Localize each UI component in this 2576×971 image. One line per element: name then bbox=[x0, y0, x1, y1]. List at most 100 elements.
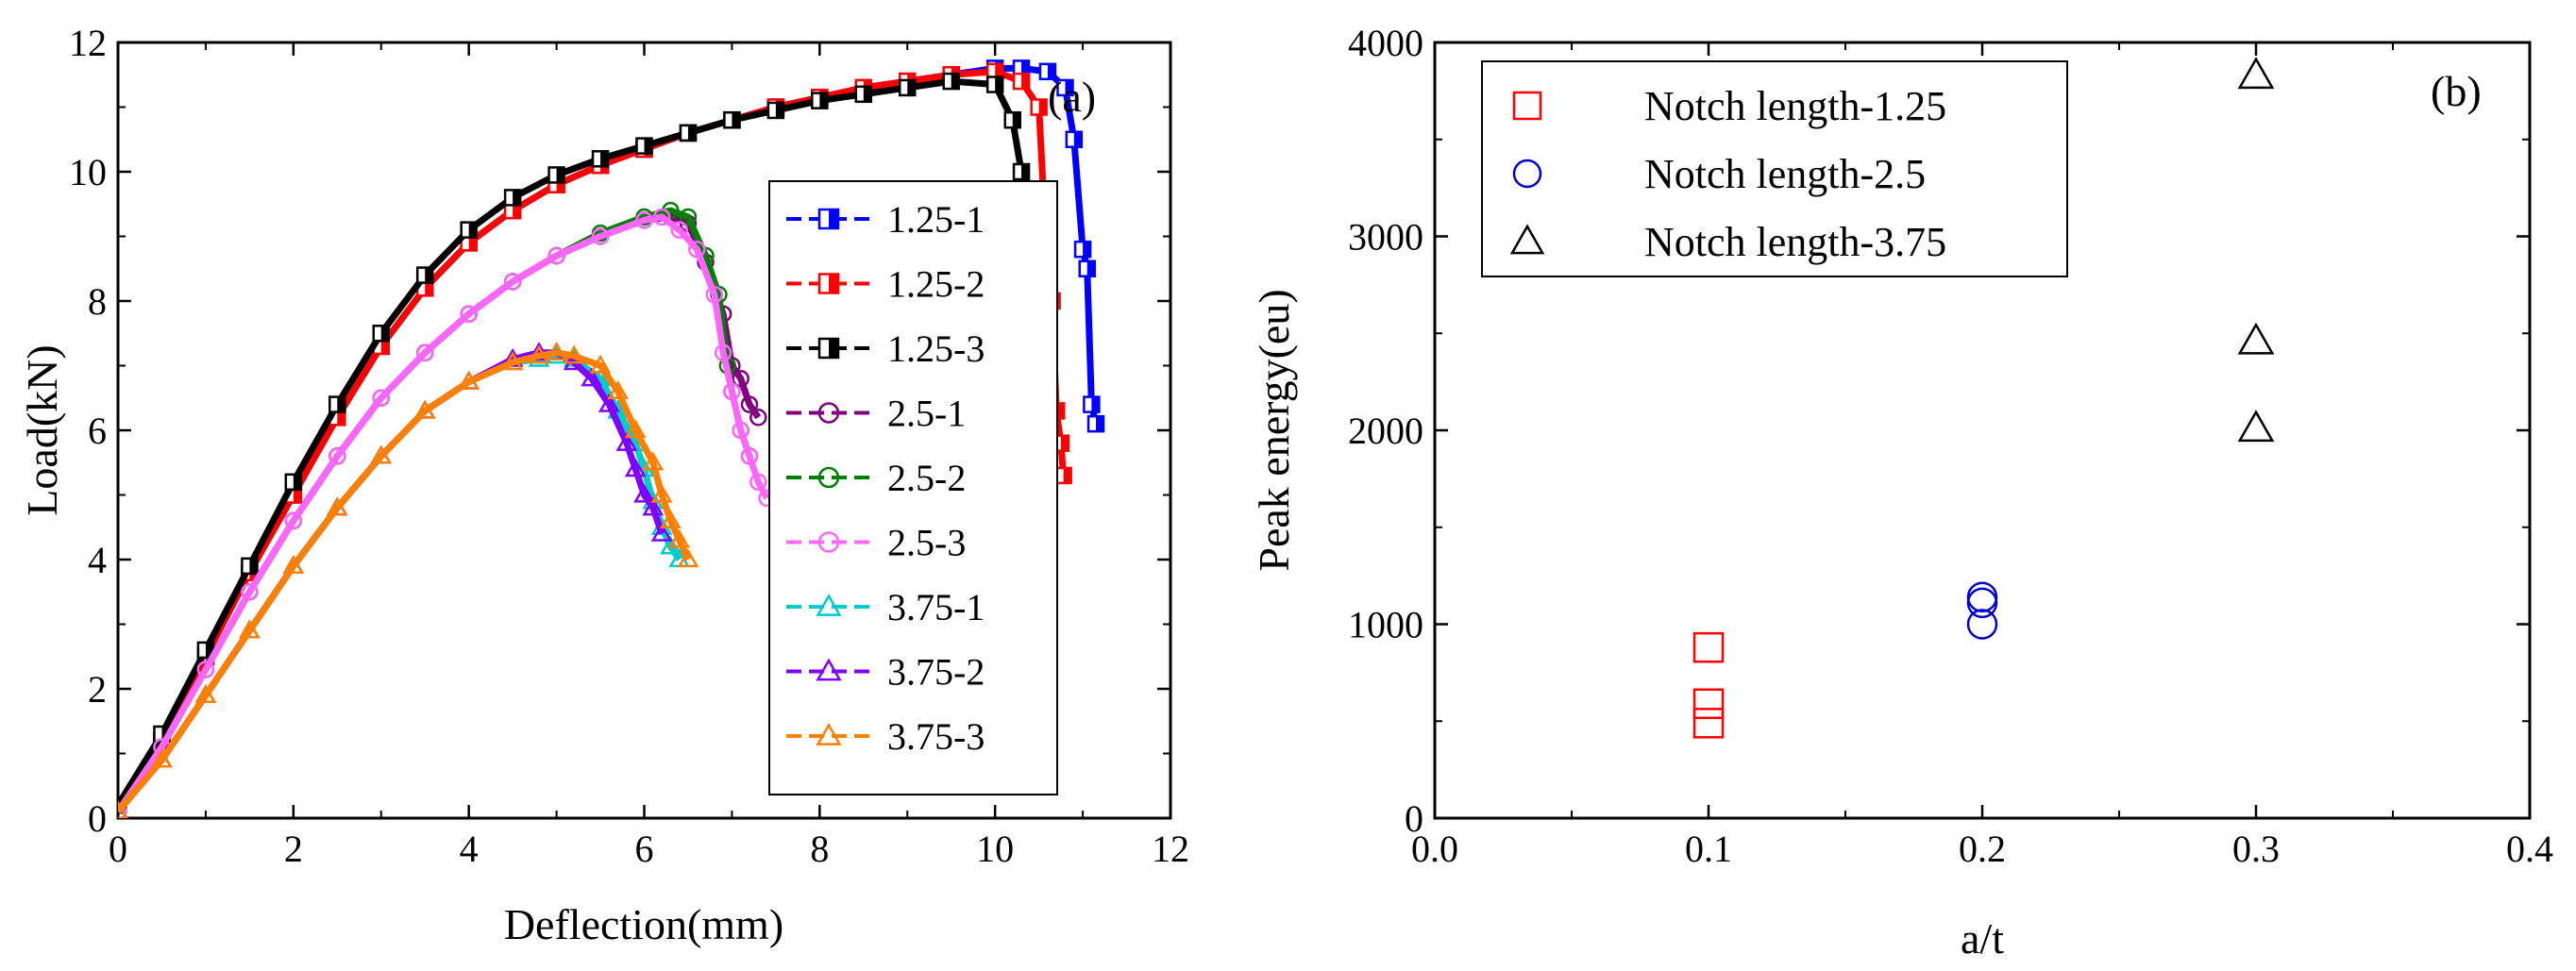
series-3-75-3-point bbox=[282, 555, 305, 574]
legend-3-75-1: 3.75-1 bbox=[786, 586, 985, 628]
series-3-75-2-point bbox=[633, 483, 655, 503]
series-1-25-3-point bbox=[723, 110, 741, 129]
legend-notch-length-3-75: Notch length-3.75 bbox=[1509, 219, 1946, 265]
series-1-25-3-point-fill bbox=[249, 558, 258, 574]
series-notch-length-3-75-point bbox=[2237, 57, 2275, 90]
legend-notch-length-2-5: Notch length-2.5 bbox=[1512, 151, 1926, 197]
panel-a-ylabel: Load(kN) bbox=[18, 344, 66, 515]
series-3-75-1 bbox=[118, 344, 691, 818]
series-1-25-3-point-fill bbox=[732, 112, 740, 128]
series-1-25-3-point bbox=[284, 473, 303, 492]
series-1-25-1-point-fill bbox=[1073, 131, 1082, 147]
series-1-25-2-point bbox=[1012, 72, 1031, 91]
series-1-25-3-point bbox=[899, 78, 917, 97]
legend-1-25-2: 1.25-2 bbox=[786, 263, 985, 306]
panel-b-ytick-label: 4000 bbox=[1348, 22, 1423, 64]
series-1-25-2-point-fill bbox=[995, 63, 1003, 79]
series-1-25-1-point-fill bbox=[1086, 260, 1095, 276]
series-1-25-2-point-fill bbox=[1038, 99, 1047, 115]
panel-a-ytick-label: 12 bbox=[69, 22, 107, 64]
series-1-25-2-point-fill bbox=[425, 280, 433, 296]
series-2-5-3-point bbox=[705, 285, 724, 304]
series-1-25-3-point-fill bbox=[1012, 112, 1020, 128]
panel-b-xtick-label: 0.4 bbox=[2506, 828, 2553, 870]
series-2-5-3-point bbox=[372, 389, 390, 407]
series-3-75-3-line bbox=[118, 349, 692, 814]
series-3-75-2-point bbox=[624, 458, 647, 477]
series-3-75-2-point bbox=[615, 431, 638, 451]
series-1-25-3-point bbox=[460, 221, 478, 239]
series-2-5-3-point bbox=[118, 802, 127, 818]
series-1-25-3-point bbox=[1012, 162, 1031, 181]
series-1-25-2-point bbox=[1030, 98, 1048, 116]
series-3-75-1-line bbox=[118, 352, 682, 814]
series-1-25-2-point-fill bbox=[1056, 403, 1065, 419]
series-1-25-3-point bbox=[1003, 110, 1021, 129]
legend-2-5-3: 2.5-3 bbox=[786, 522, 966, 564]
series-1-25-1-point bbox=[1083, 395, 1101, 413]
panel-b-legend-items: Notch length-1.25 Notch length-2.5 Notch l… bbox=[1509, 83, 1946, 265]
legend-2-5-2-label: 2.5-2 bbox=[887, 457, 966, 499]
series-3-75-3-point bbox=[501, 351, 524, 371]
series-2-5-3-line bbox=[118, 213, 770, 814]
series-1-25-2-point-fill bbox=[1021, 74, 1030, 90]
series-2-5-1-point bbox=[749, 409, 767, 427]
legend-1-25-3-marker bbox=[817, 337, 840, 360]
series-1-25-1-point-fill bbox=[1096, 416, 1104, 432]
legend-1-25-1-marker-fill bbox=[829, 209, 838, 228]
series-1-25-3-point bbox=[679, 124, 698, 142]
series-1-25-3-point bbox=[415, 266, 434, 284]
legend-3-75-3: 3.75-3 bbox=[786, 715, 985, 758]
series-2-5-3-point bbox=[503, 273, 522, 291]
series-1-25-3-point-fill bbox=[687, 125, 696, 141]
panel-a-legend: 1.25-1 1.25-2 1.25-3 2.5-1 2.5-2 2.5-3 3.75-1 3… bbox=[768, 180, 1058, 795]
panel-b-ytick-label: 3000 bbox=[1348, 216, 1423, 259]
series-1-25-3-point-fill bbox=[556, 167, 564, 183]
panel-b: 0.0 0.1 0.2 0.3 0.4 0 1000 2000 3000 4000 (b) a/t… bbox=[1250, 22, 2553, 963]
panel-b-xtick-label: 0.1 bbox=[1685, 828, 1732, 870]
series-2-5-3-point bbox=[284, 511, 303, 530]
series-1-25-1-point bbox=[1012, 59, 1031, 77]
series-2-5-3-point bbox=[460, 305, 478, 323]
legend-1-25-2-marker-fill bbox=[829, 274, 838, 293]
series-1-25-3-point bbox=[241, 557, 259, 576]
series-1-25-3-point bbox=[942, 72, 960, 91]
series-3-75-3-point bbox=[458, 370, 480, 390]
series-3-75-3-point bbox=[668, 528, 691, 548]
legend-1-25-1-label: 1.25-1 bbox=[887, 198, 985, 241]
panel-b-xtick-label: 0.0 bbox=[1411, 828, 1458, 870]
series-2-5-3-point bbox=[415, 343, 434, 362]
series-1-25-3-point-fill bbox=[995, 76, 1003, 92]
series-3-75-2-point bbox=[650, 522, 673, 542]
legend-1-25-2-marker bbox=[817, 273, 840, 294]
series-1-25-1-point-fill bbox=[1021, 60, 1030, 76]
series-3-75-3 bbox=[118, 342, 699, 818]
legend-1-25-3-label: 1.25-3 bbox=[887, 327, 985, 370]
series-3-75-3-point bbox=[118, 800, 128, 818]
series-1-25-1-point bbox=[1086, 414, 1105, 433]
series-2-5-3-point bbox=[652, 208, 671, 226]
panel-a-xtick-label: 6 bbox=[635, 828, 654, 870]
series-1-25-2-point bbox=[1054, 466, 1072, 485]
panel-b-legend-box bbox=[1481, 60, 2068, 277]
series-notch-length-3-75-point bbox=[2237, 322, 2275, 355]
legend-3-75-2: 3.75-2 bbox=[786, 651, 985, 694]
panel-b-ytick-label: 0 bbox=[1405, 797, 1423, 840]
panel-a-xtick-label: 8 bbox=[810, 828, 829, 870]
series-1-25-3-point bbox=[503, 189, 522, 207]
series-3-75-2-line bbox=[118, 349, 665, 814]
panel-b-xlabel: a/t bbox=[1961, 914, 2004, 963]
panel-a-xtick-label: 10 bbox=[976, 828, 1014, 870]
panel-a-legend-items: 1.25-1 1.25-2 1.25-3 2.5-1 2.5-2 2.5-3 3.75-1 3… bbox=[786, 198, 985, 758]
panel-b-ytick-label: 2000 bbox=[1348, 410, 1423, 452]
series-1-25-3-point-fill bbox=[1021, 164, 1030, 179]
series-notch-length-2-5-point bbox=[1966, 587, 1998, 619]
series-3-75-3-point bbox=[546, 342, 567, 360]
series-1-25-3-point bbox=[766, 101, 785, 120]
series-2-5-3-point bbox=[591, 227, 610, 245]
series-3-75-2-point bbox=[581, 367, 603, 387]
panel-a-ytick-label: 4 bbox=[88, 539, 107, 581]
series-2-5-3-point bbox=[547, 246, 565, 265]
series-3-75-3-point bbox=[239, 619, 261, 639]
